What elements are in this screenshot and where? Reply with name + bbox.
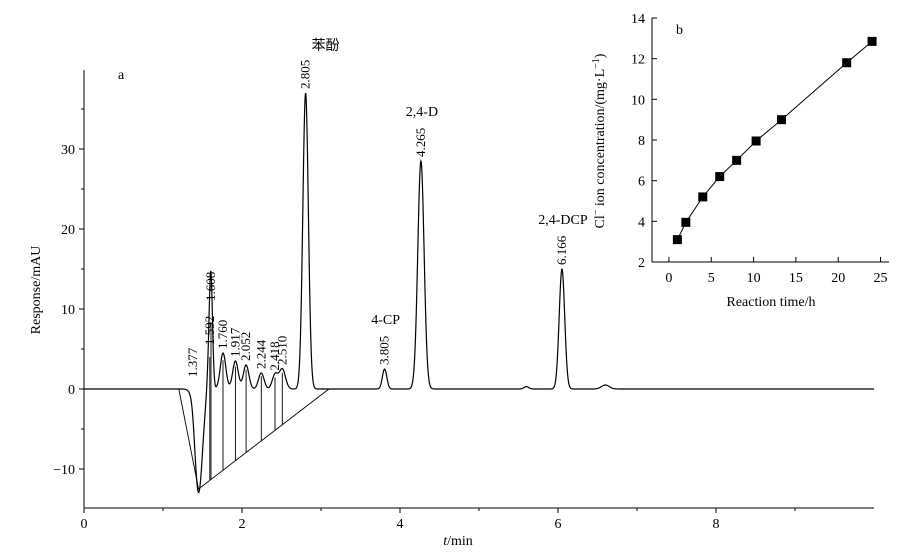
peak-time-label: 1.377 [185, 347, 200, 377]
y-tick-label: 6 [638, 175, 645, 190]
x-tick-label: 0 [81, 517, 88, 532]
chloride-series-markers [672, 36, 877, 245]
y-tick-label: −10 [53, 463, 75, 478]
data-point [867, 36, 877, 46]
integration-baselines [178, 321, 330, 490]
peak-time-label: 2.805 [298, 60, 313, 89]
peak-time-label: 1.917 [227, 327, 242, 357]
x-label-italic: t [443, 534, 448, 549]
panel-b-label: b [676, 23, 683, 38]
peak-time-label: 1.760 [215, 320, 230, 349]
panel-b-y-axis-label: Cl− ion concentration/(mg·L−1) [591, 53, 609, 228]
peak-time-label: 4.265 [413, 128, 428, 157]
y-tick-label: 4 [638, 215, 645, 230]
data-point [732, 155, 742, 165]
peak-time-label: 2.244 [253, 339, 268, 369]
y-tick-label: 30 [61, 143, 75, 158]
y-tick-label: 12 [631, 53, 645, 68]
peak-compound-label: 2,4-DCP [538, 213, 588, 228]
chromatogram-trace [84, 92, 874, 494]
x-tick-label: 5 [708, 271, 715, 286]
y-label-superscript-2: −1 [591, 58, 602, 69]
panel-a-label: a [118, 68, 125, 83]
y-tick-label: 10 [631, 93, 645, 108]
peak-compound-label: 4-CP [371, 313, 400, 328]
data-point [681, 217, 691, 227]
peak-compound-label: 苯酚 [312, 37, 340, 54]
peak-time-label: 2.052 [238, 332, 253, 361]
x-tick-label: 15 [789, 271, 803, 286]
y-tick-label: 8 [638, 134, 645, 149]
peak-time-label: 6.166 [554, 235, 569, 265]
data-point [715, 172, 725, 182]
x-tick-label: 25 [874, 271, 888, 286]
data-point [842, 58, 852, 68]
data-point [698, 192, 708, 202]
x-tick-label: 0 [665, 271, 672, 286]
y-label-middle: ion concentration/(mg·L [593, 69, 608, 210]
panel-a-y-axis-label: Response/mAU [29, 246, 44, 335]
data-point [672, 235, 682, 245]
panel-a-x-ticks: 0 2 4 6 8 [81, 508, 796, 532]
x-tick-label: 6 [555, 517, 562, 532]
x-tick-label: 10 [747, 271, 761, 286]
panel-b-y-ticks: 2 4 6 8 10 12 14 [631, 12, 657, 271]
peak-time-label: 1.592 [202, 316, 217, 345]
y-tick-label: 10 [61, 303, 75, 318]
peak-time-label: 1.608 [203, 272, 218, 301]
x-tick-label: 20 [831, 271, 845, 286]
y-tick-label: 14 [631, 12, 645, 27]
panel-a-y-ticks: −10 0 10 20 30 [53, 108, 84, 478]
data-point [751, 136, 761, 146]
y-label-superscript-1: − [591, 209, 602, 215]
peak-time-label: 2.510 [274, 336, 289, 365]
x-tick-label: 4 [397, 517, 404, 532]
peak-compound-label: 2,4-D [406, 105, 438, 120]
data-point [777, 115, 787, 125]
y-tick-label: 20 [61, 223, 75, 238]
x-tick-label: 8 [713, 517, 720, 532]
peak-time-label: 3.805 [377, 336, 392, 365]
y-label-suffix: ) [593, 53, 608, 58]
panel-b-x-axis-label: Reaction time/h [726, 295, 815, 310]
y-tick-label: 0 [68, 383, 75, 398]
x-tick-label: 2 [239, 517, 246, 532]
y-tick-label: 2 [638, 256, 645, 271]
y-label-prefix: Cl [593, 215, 608, 228]
x-label-unit: /min [447, 534, 473, 549]
peak-time-label: 2.418 [267, 341, 282, 370]
panel-a-x-axis-label: t/min [443, 534, 473, 549]
panel-b-x-ticks: 0 5 10 15 20 25 [665, 257, 888, 286]
